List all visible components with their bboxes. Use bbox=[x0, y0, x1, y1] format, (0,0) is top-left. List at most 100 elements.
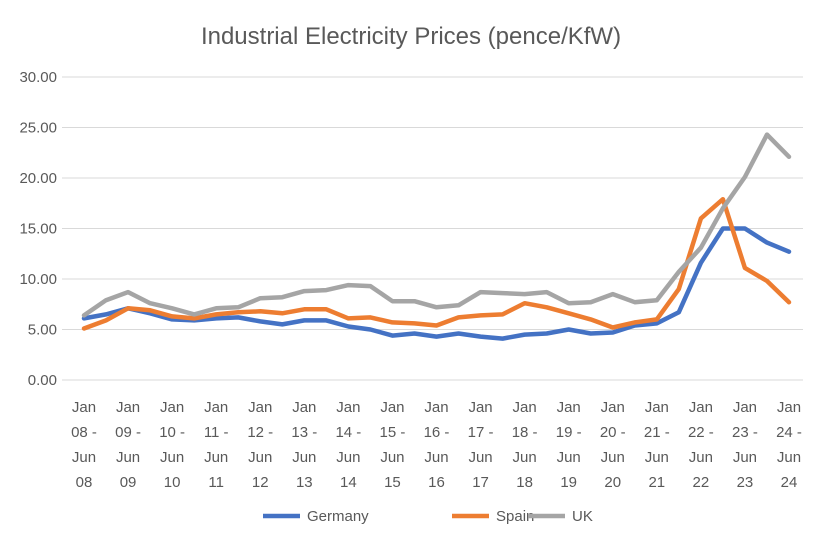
x-tick-label: Jan 23 - Jun 23 bbox=[732, 399, 758, 491]
x-tick-line: 18 - bbox=[512, 424, 538, 441]
y-tick-label: 25.00 bbox=[19, 120, 57, 137]
x-tick-line: Jun bbox=[513, 449, 537, 466]
x-tick-line: Jun bbox=[777, 449, 801, 466]
x-tick-line: Jun bbox=[733, 449, 757, 466]
x-tick-line: Jan bbox=[777, 399, 801, 416]
x-tick-line: Jun bbox=[204, 449, 228, 466]
y-tick-label: 10.00 bbox=[19, 271, 57, 288]
x-tick-line: 17 bbox=[472, 474, 489, 491]
x-tick-line: Jan bbox=[160, 399, 184, 416]
legend-label: Spain bbox=[496, 508, 534, 525]
x-tick-line: Jan bbox=[689, 399, 713, 416]
x-tick-line: Jun bbox=[557, 449, 581, 466]
series-line-uk bbox=[81, 132, 792, 318]
x-tick-line: Jun bbox=[160, 449, 184, 466]
x-tick-line: Jun bbox=[116, 449, 140, 466]
x-tick-line: 16 - bbox=[424, 424, 450, 441]
x-tick-line: Jan bbox=[601, 399, 625, 416]
x-tick-label: Jan 24 - Jun 24 bbox=[776, 399, 802, 491]
x-tick-label: Jan 12 - Jun 12 bbox=[247, 399, 273, 491]
x-tick-line: Jun bbox=[468, 449, 492, 466]
x-tick-line: 10 - bbox=[159, 424, 185, 441]
x-tick-line: Jun bbox=[72, 449, 96, 466]
x-tick-label: Jan 20 - Jun 20 bbox=[600, 399, 626, 491]
x-tick-label: Jan 21 - Jun 21 bbox=[644, 399, 670, 491]
x-tick-line: 13 - bbox=[291, 424, 317, 441]
x-tick-label: Jan 19 - Jun 19 bbox=[556, 399, 582, 491]
x-tick-line: 12 bbox=[252, 474, 269, 491]
x-tick-line: Jun bbox=[292, 449, 316, 466]
x-tick-label: Jan 08 - Jun 08 bbox=[71, 399, 97, 491]
chart-title: Industrial Electricity Prices (pence/KfW… bbox=[201, 23, 621, 50]
x-tick-line: Jun bbox=[424, 449, 448, 466]
x-tick-line: 18 bbox=[516, 474, 533, 491]
y-tick-label: 15.00 bbox=[19, 221, 57, 238]
x-tick-label: Jan 18 - Jun 18 bbox=[512, 399, 538, 491]
x-tick-line: Jan bbox=[424, 399, 448, 416]
x-tick-line: Jan bbox=[72, 399, 96, 416]
x-tick-line: 24 bbox=[781, 474, 798, 491]
x-tick-line: Jun bbox=[336, 449, 360, 466]
x-tick-label: Jan 17 - Jun 17 bbox=[468, 399, 494, 491]
x-tick-line: Jan bbox=[336, 399, 360, 416]
x-tick-line: Jan bbox=[557, 399, 581, 416]
x-tick-line: 12 - bbox=[247, 424, 273, 441]
x-tick-line: Jan bbox=[468, 399, 492, 416]
x-tick-line: Jan bbox=[292, 399, 316, 416]
x-tick-line: 09 - bbox=[115, 424, 141, 441]
legend-label: UK bbox=[572, 508, 593, 525]
x-tick-line: 11 bbox=[208, 474, 224, 491]
x-tick-line: 09 bbox=[120, 474, 137, 491]
x-tick-line: Jan bbox=[733, 399, 757, 416]
x-tick-line: 14 bbox=[340, 474, 357, 491]
series-line-spain bbox=[81, 196, 792, 331]
x-tick-line: 22 - bbox=[688, 424, 714, 441]
x-tick-line: Jun bbox=[380, 449, 404, 466]
x-tick-line: Jun bbox=[601, 449, 625, 466]
x-tick-line: 19 bbox=[560, 474, 577, 491]
x-tick-line: 21 - bbox=[644, 424, 670, 441]
x-tick-line: 08 - bbox=[71, 424, 97, 441]
x-tick-line: 20 - bbox=[600, 424, 626, 441]
x-tick-label: Jan 16 - Jun 16 bbox=[424, 399, 450, 491]
x-tick-line: 14 - bbox=[335, 424, 361, 441]
x-tick-line: 17 - bbox=[468, 424, 494, 441]
x-tick-line: 11 - bbox=[204, 424, 229, 441]
x-tick-label: Jan 09 - Jun 09 bbox=[115, 399, 141, 491]
x-tick-line: 15 bbox=[384, 474, 401, 491]
x-tick-line: 21 bbox=[648, 474, 665, 491]
x-tick-line: 20 bbox=[604, 474, 621, 491]
legend-label: Germany bbox=[307, 508, 369, 525]
x-tick-line: Jan bbox=[513, 399, 537, 416]
x-tick-label: Jan 22 - Jun 22 bbox=[688, 399, 714, 491]
x-tick-line: Jan bbox=[248, 399, 272, 416]
x-tick-line: 15 - bbox=[380, 424, 406, 441]
x-tick-line: Jan bbox=[116, 399, 140, 416]
x-tick-label: Jan 14 - Jun 14 bbox=[335, 399, 361, 491]
x-tick-label: Jan 15 - Jun 15 bbox=[380, 399, 406, 491]
x-tick-label: Jan 11 - Jun 11 bbox=[204, 399, 229, 491]
x-tick-line: 19 - bbox=[556, 424, 582, 441]
y-tick-label: 20.00 bbox=[19, 170, 57, 187]
x-tick-line: 13 bbox=[296, 474, 313, 491]
x-tick-line: 23 - bbox=[732, 424, 758, 441]
x-tick-line: 24 - bbox=[776, 424, 802, 441]
x-tick-line: Jan bbox=[645, 399, 669, 416]
x-tick-line: Jun bbox=[689, 449, 713, 466]
y-tick-label: 5.00 bbox=[28, 322, 57, 339]
x-tick-line: 16 bbox=[428, 474, 445, 491]
x-tick-line: 08 bbox=[76, 474, 93, 491]
x-tick-label: Jan 10 - Jun 10 bbox=[159, 399, 185, 491]
x-tick-label: Jan 13 - Jun 13 bbox=[291, 399, 317, 491]
x-tick-line: Jun bbox=[645, 449, 669, 466]
x-tick-line: Jan bbox=[380, 399, 404, 416]
x-tick-line: Jun bbox=[248, 449, 272, 466]
x-tick-line: 22 bbox=[693, 474, 710, 491]
y-tick-label: 30.00 bbox=[19, 69, 57, 86]
series-line-germany bbox=[81, 226, 792, 341]
x-tick-line: Jan bbox=[204, 399, 228, 416]
y-tick-label: 0.00 bbox=[28, 372, 57, 389]
x-tick-line: 23 bbox=[737, 474, 754, 491]
x-tick-line: 10 bbox=[164, 474, 181, 491]
